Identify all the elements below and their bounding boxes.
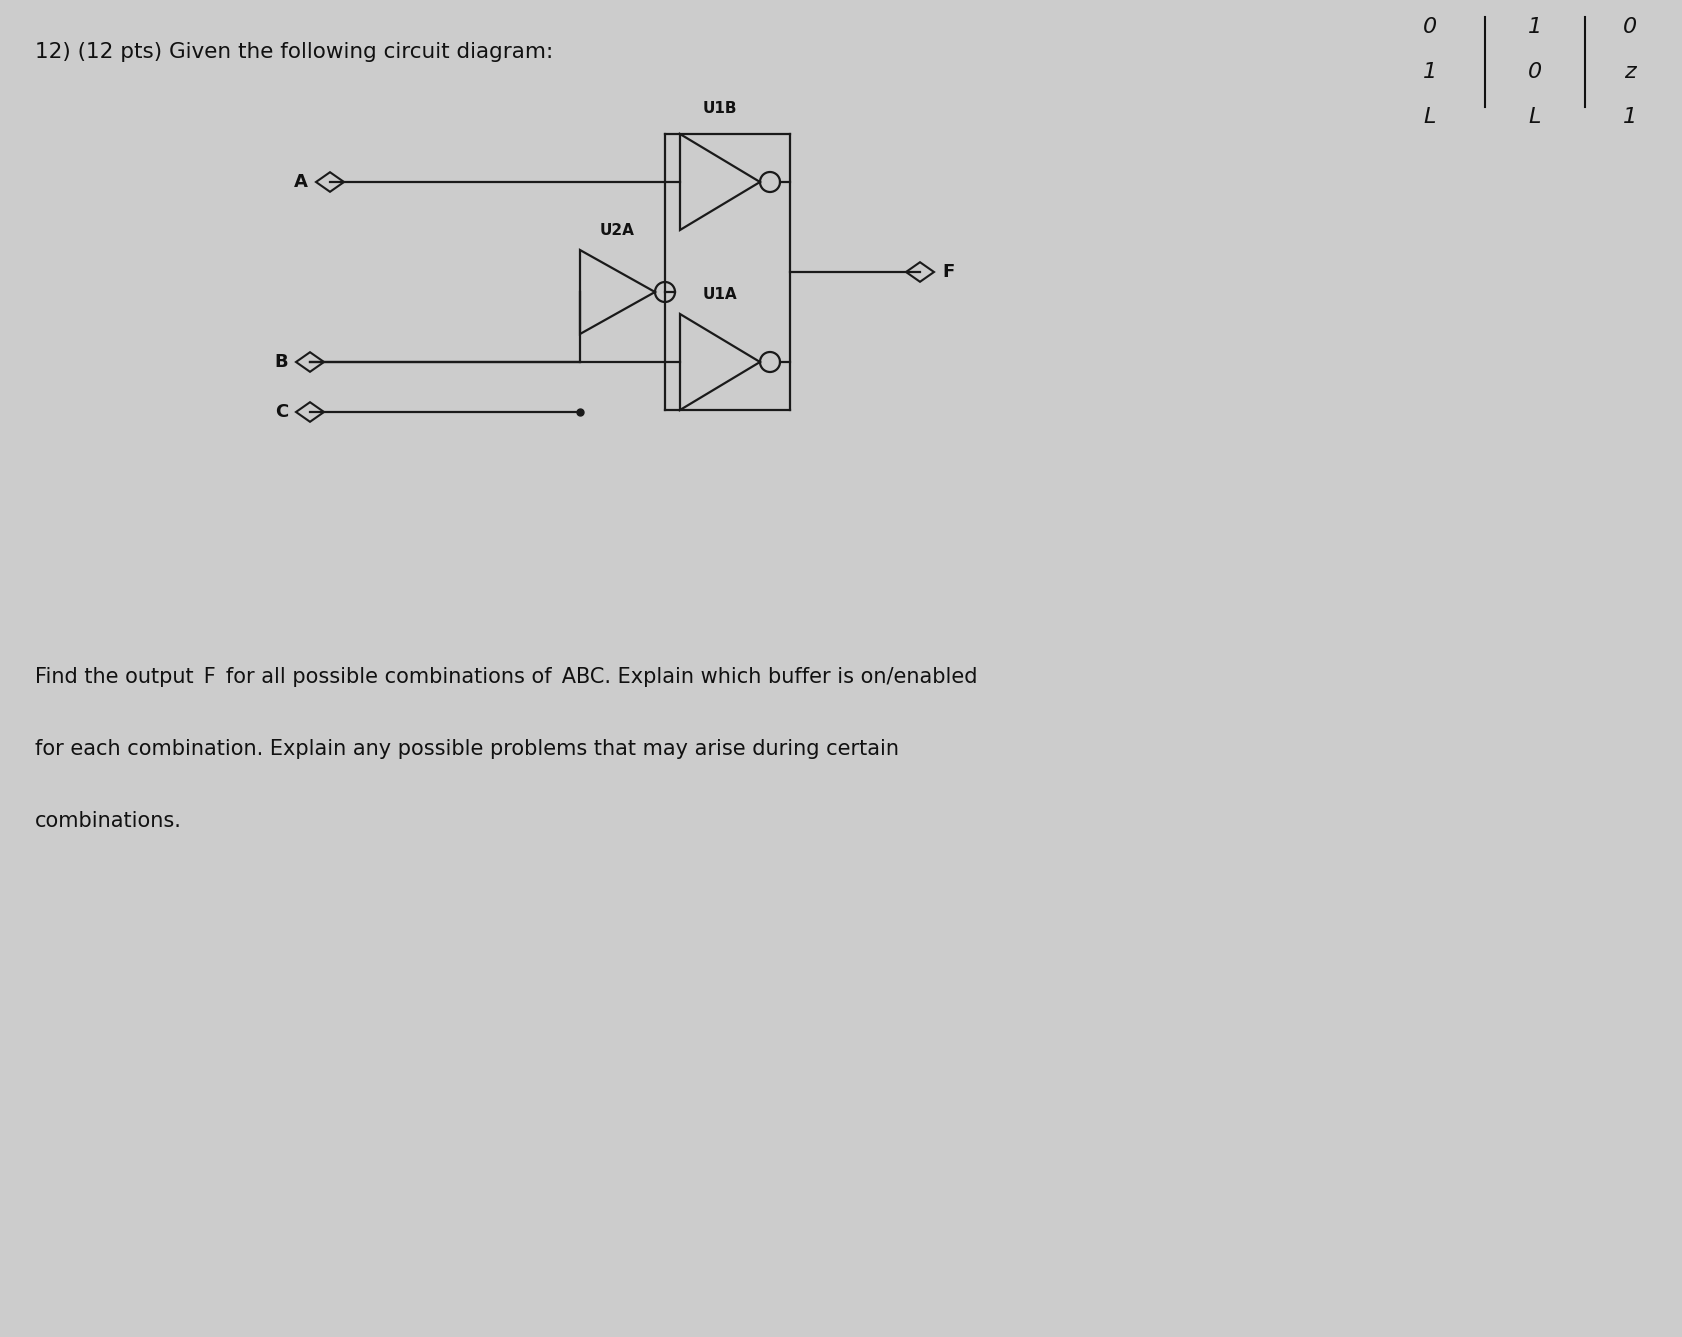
- Text: Find the output  F  for all possible combinations of  ABC. Explain which buffer : Find the output F for all possible combi…: [35, 667, 977, 687]
- Text: U2A: U2A: [600, 223, 634, 238]
- Text: B: B: [274, 353, 288, 370]
- Text: for each combination. Explain any possible problems that may arise during certai: for each combination. Explain any possib…: [35, 739, 898, 759]
- Text: F: F: [942, 263, 954, 281]
- Text: 0: 0: [1421, 17, 1436, 37]
- Text: U1A: U1A: [703, 287, 737, 302]
- Text: 12) (12 pts) Given the following circuit diagram:: 12) (12 pts) Given the following circuit…: [35, 41, 553, 62]
- Text: L: L: [1527, 107, 1541, 127]
- Text: L: L: [1423, 107, 1435, 127]
- Text: 1: 1: [1421, 62, 1436, 82]
- Text: 1: 1: [1621, 107, 1637, 127]
- Text: U1B: U1B: [703, 102, 737, 116]
- Text: 1: 1: [1527, 17, 1541, 37]
- Text: C: C: [274, 402, 288, 421]
- Text: A: A: [294, 172, 308, 191]
- Text: combinations.: combinations.: [35, 812, 182, 832]
- Text: 0: 0: [1527, 62, 1541, 82]
- Text: 0: 0: [1621, 17, 1637, 37]
- Text: z: z: [1623, 62, 1635, 82]
